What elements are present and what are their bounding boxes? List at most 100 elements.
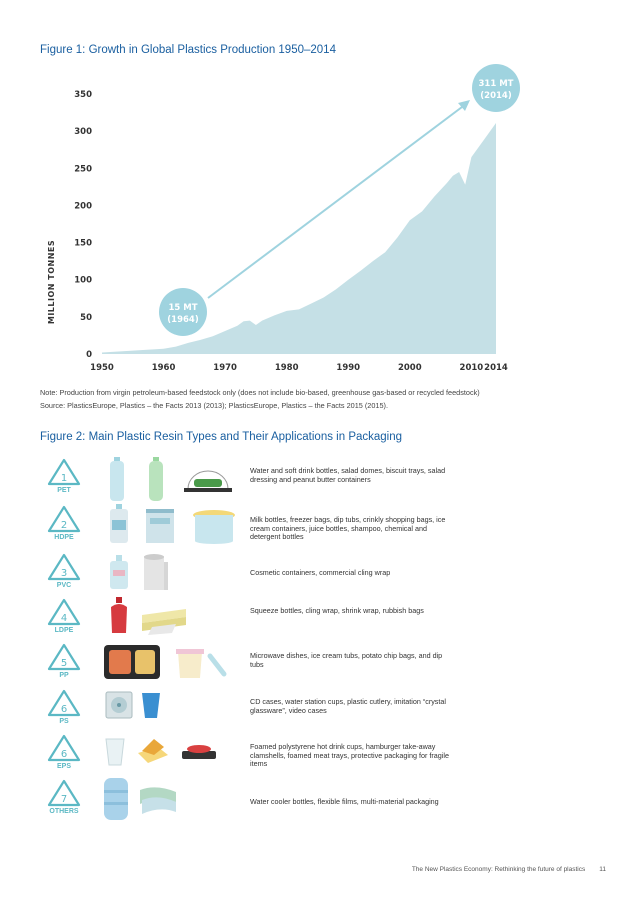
resin-description: Water and soft drink bottles, salad dome… <box>250 466 446 484</box>
start-bubble-year: (1964) <box>167 315 199 325</box>
y-axis-label: MILLION TONNES <box>47 240 56 324</box>
figure1-source: Source: PlasticsEurope, Plastics – the F… <box>40 401 388 410</box>
production-area <box>102 123 496 354</box>
page-footer: The New Plastics Economy: Rethinking the… <box>412 866 606 873</box>
y-tick-label: 300 <box>74 127 92 137</box>
resin-number: 4 <box>61 613 67 624</box>
resin-row-ldpe: 4 LDPE Squeeze bottles, cling wrap, shri… <box>40 597 600 643</box>
foam-cup-icon <box>105 738 125 766</box>
resin-number: 1 <box>61 473 67 484</box>
recycling-symbol-icon: 1 PET <box>40 457 88 503</box>
y-tick-label: 0 <box>86 350 92 360</box>
recycling-symbol-icon: 7 OTHERS <box>40 778 88 824</box>
dip-spoon-icon <box>207 653 227 677</box>
flexible-film-icon <box>140 787 176 814</box>
x-tick-label: 1970 <box>213 363 237 373</box>
resin-abbr: PVC <box>56 582 72 589</box>
resin-number: 6 <box>61 704 67 715</box>
water-bottle-icon <box>110 457 124 501</box>
water-cup-icon <box>142 693 160 718</box>
resin-row-pvc: 3 PVC Cosmetic containers, commercial cl… <box>40 552 600 598</box>
y-tick-label: 200 <box>74 201 92 211</box>
y-tick-label: 100 <box>74 276 92 286</box>
resin-description: Microwave dishes, ice cream tubs, potato… <box>250 651 443 669</box>
pet-products <box>102 457 242 503</box>
hdpe-products <box>102 504 242 550</box>
end-bubble <box>472 64 520 112</box>
resin-abbr: EPS <box>56 763 71 770</box>
cling-wrap-roll-icon <box>144 554 168 590</box>
resin-description: Foamed polystyrene hot drink cups, hambu… <box>250 742 449 769</box>
resin-row-ps: 6 PS CD cases, water station cups, plast… <box>40 688 600 734</box>
water-cooler-bottle-icon <box>104 778 128 820</box>
x-tick-label: 2014 <box>484 363 508 373</box>
pp-products <box>102 642 242 688</box>
resin-row-pp: 5 PP Microwave dishes, ice cream tubs, p… <box>40 642 600 688</box>
resin-description: CD cases, water station cups, plastic cu… <box>250 697 446 715</box>
x-tick-label: 1950 <box>90 363 114 373</box>
y-tick-label: 350 <box>74 90 92 100</box>
recycling-symbol-icon: 2 HDPE <box>40 504 88 550</box>
resin-abbr: PET <box>57 487 71 494</box>
resin-row-others: 7 OTHERS Water cooler bottles, flexible … <box>40 778 600 824</box>
resin-number: 2 <box>61 520 67 531</box>
end-bubble-value: 311 MT <box>479 79 514 89</box>
freezer-bag-icon <box>146 509 174 543</box>
x-tick-label: 2000 <box>398 363 422 373</box>
figure1-note: Note: Production from virgin petroleum-b… <box>40 388 480 397</box>
production-chart: 0 50 100 150 200 250 300 350 1950 1960 1970 1980 19… <box>47 64 520 373</box>
resin-abbr: HDPE <box>54 534 74 541</box>
start-bubble-value: 15 MT <box>168 303 197 313</box>
squeeze-bottle-icon <box>111 597 127 633</box>
resin-description: Squeeze bottles, cling wrap, shrink wrap… <box>250 606 424 615</box>
microwave-dish-icon <box>104 645 160 679</box>
page-number: 11 <box>599 866 606 873</box>
x-tick-label: 1980 <box>275 363 299 373</box>
resin-number: 6 <box>61 749 67 760</box>
x-tick-label: 2010 <box>460 363 484 373</box>
start-bubble <box>159 288 207 336</box>
x-tick-label: 1990 <box>336 363 360 373</box>
recycling-symbol-icon: 3 PVC <box>40 552 88 598</box>
growth-arrow-line <box>207 103 467 299</box>
resin-abbr: PS <box>59 718 69 725</box>
resin-row-eps: 6 EPS Foamed polystyrene hot drink cups,… <box>40 733 600 779</box>
resin-number: 5 <box>61 658 67 669</box>
resin-description: Cosmetic containers, commercial cling wr… <box>250 568 391 577</box>
resin-abbr: LDPE <box>54 627 74 634</box>
resin-number: 7 <box>61 794 67 805</box>
resin-abbr: OTHERS <box>49 808 79 815</box>
resin-row-hdpe: 2 HDPE Milk bottles, freezer bags, dip t… <box>40 504 600 550</box>
growth-arrow-head <box>458 100 470 111</box>
ps-products <box>102 688 242 734</box>
recycling-symbol-icon: 4 LDPE <box>40 597 88 643</box>
resin-abbr: PP <box>59 672 69 679</box>
figure2-title: Figure 2: Main Plastic Resin Types and T… <box>40 431 403 443</box>
x-tick-label: 1960 <box>152 363 176 373</box>
milk-bottle-icon <box>110 504 128 543</box>
ldpe-products <box>102 597 242 643</box>
soft-drink-bottle-icon <box>149 457 163 501</box>
others-products <box>102 778 242 824</box>
cd-case-icon <box>105 691 133 719</box>
cling-wrap-box-icon <box>142 609 186 635</box>
pvc-products <box>102 552 242 598</box>
cosmetic-container-icon <box>110 555 128 589</box>
figure1-title: Figure 1: Growth in Global Plastics Prod… <box>40 44 336 56</box>
y-tick-label: 250 <box>74 164 92 174</box>
end-bubble-year: (2014) <box>480 91 512 101</box>
clamshell-icon <box>138 739 168 763</box>
y-tick-label: 50 <box>80 313 92 323</box>
dip-tub-icon <box>193 510 235 544</box>
recycling-symbol-icon: 6 PS <box>40 688 88 734</box>
eps-products <box>102 733 242 779</box>
recycling-symbol-icon: 5 PP <box>40 642 88 688</box>
resin-row-pet: 1 PET Water and soft drink bottles, sala… <box>40 457 600 503</box>
ice-cream-tub-icon <box>176 649 204 678</box>
resin-number: 3 <box>61 568 67 579</box>
y-tick-label: 150 <box>74 239 92 249</box>
salad-dome-icon <box>184 470 232 492</box>
resin-description: Water cooler bottles, flexible films, mu… <box>250 797 439 806</box>
recycling-symbol-icon: 6 EPS <box>40 733 88 779</box>
resin-description: Milk bottles, freezer bags, dip tubs, cr… <box>250 515 446 542</box>
